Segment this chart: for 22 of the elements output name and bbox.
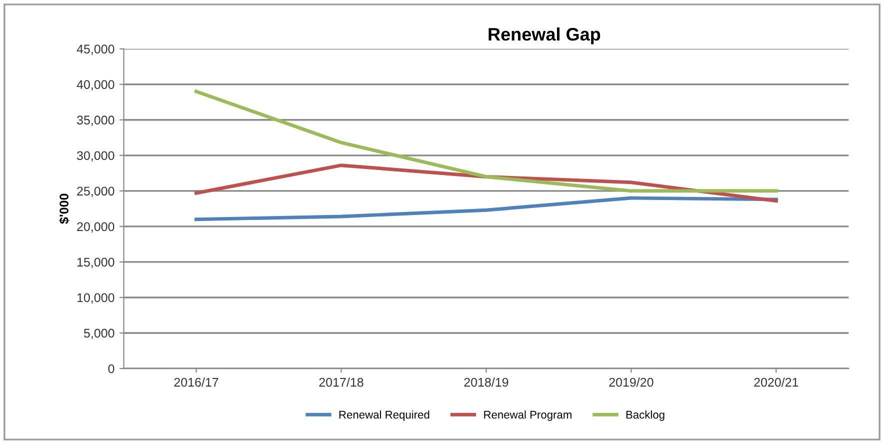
y-tick-label: 0 — [108, 364, 114, 374]
y-tick-label: 40,000 — [76, 80, 114, 90]
x-tick-label: 2019/20 — [609, 378, 654, 387]
x-tick-label: 2018/19 — [464, 378, 508, 387]
y-tick-label: 15,000 — [77, 258, 114, 268]
y-tick-label: 45,000 — [76, 44, 114, 55]
y-axis-title: $'000 — [59, 194, 70, 224]
x-tick-label: 2017/18 — [319, 378, 364, 387]
line-series — [194, 196, 778, 222]
y-tick-label: 25,000 — [77, 186, 114, 198]
y-tick-label: 10,000 — [77, 293, 114, 304]
legend-label: Renewal Required — [339, 410, 430, 421]
legend-label: Renewal Program — [484, 410, 572, 421]
y-tick-label: 30,000 — [76, 151, 114, 162]
chart-title: Renewal Gap — [488, 27, 600, 44]
line-series — [194, 90, 778, 193]
y-tick-label: 20,000 — [77, 222, 114, 233]
y-tick-label: 35,000 — [76, 116, 114, 126]
x-tick-label: 2020/21 — [754, 378, 798, 387]
x-tick-label: 2016/17 — [174, 378, 218, 387]
legend-label: Backlog — [626, 410, 664, 421]
y-tick-label: 5,000 — [84, 328, 114, 340]
